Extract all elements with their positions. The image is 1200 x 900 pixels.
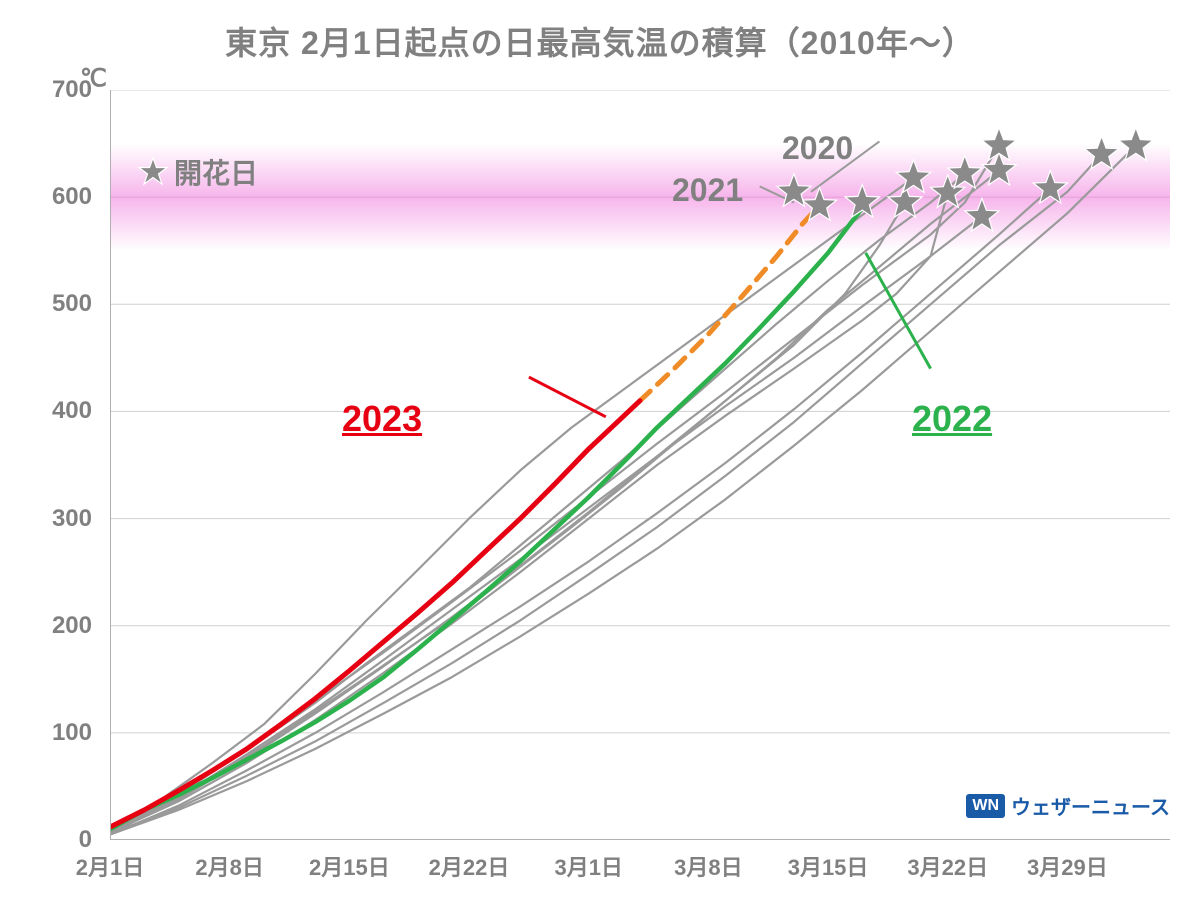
x-tick-label: 3月8日 bbox=[674, 850, 742, 882]
y-tick-label: 100 bbox=[12, 719, 92, 747]
chart-root: 東京 2月1日起点の日最高気温の積算（2010年〜） ℃ 開花日 0100200… bbox=[0, 0, 1200, 900]
x-tick-label: 3月1日 bbox=[554, 850, 622, 882]
y-tick-label: 700 bbox=[12, 76, 92, 104]
logo-badge: WN bbox=[966, 794, 1005, 818]
weathernews-logo: WN ウェザーニュース bbox=[966, 791, 1170, 820]
x-tick-label: 3月22日 bbox=[907, 850, 988, 882]
logo-text: ウェザーニュース bbox=[1011, 791, 1170, 820]
x-tick-label: 2月8日 bbox=[195, 850, 263, 882]
x-tick-label: 2月1日 bbox=[76, 850, 144, 882]
annotation-2022: 2022 bbox=[912, 398, 992, 440]
chart-title: 東京 2月1日起点の日最高気温の積算（2010年〜） bbox=[0, 18, 1200, 64]
annotation-2020: 2020 bbox=[782, 130, 853, 167]
y-tick-label: 400 bbox=[12, 397, 92, 425]
star-icon bbox=[138, 157, 168, 187]
x-tick-label: 3月15日 bbox=[788, 850, 869, 882]
y-tick-label: 500 bbox=[12, 290, 92, 318]
x-tick-label: 2月15日 bbox=[309, 850, 390, 882]
y-tick-label: 600 bbox=[12, 183, 92, 211]
x-tick-label: 2月22日 bbox=[429, 850, 510, 882]
annotation-2021: 2021 bbox=[672, 172, 743, 209]
y-tick-label: 200 bbox=[12, 612, 92, 640]
legend-bloom-label: 開花日 bbox=[174, 152, 258, 192]
annotation-2023: 2023 bbox=[342, 398, 422, 440]
plot-area bbox=[110, 90, 1170, 840]
legend-bloom-star: 開花日 bbox=[138, 152, 258, 192]
x-tick-label: 3月29日 bbox=[1027, 850, 1108, 882]
y-tick-label: 300 bbox=[12, 505, 92, 533]
